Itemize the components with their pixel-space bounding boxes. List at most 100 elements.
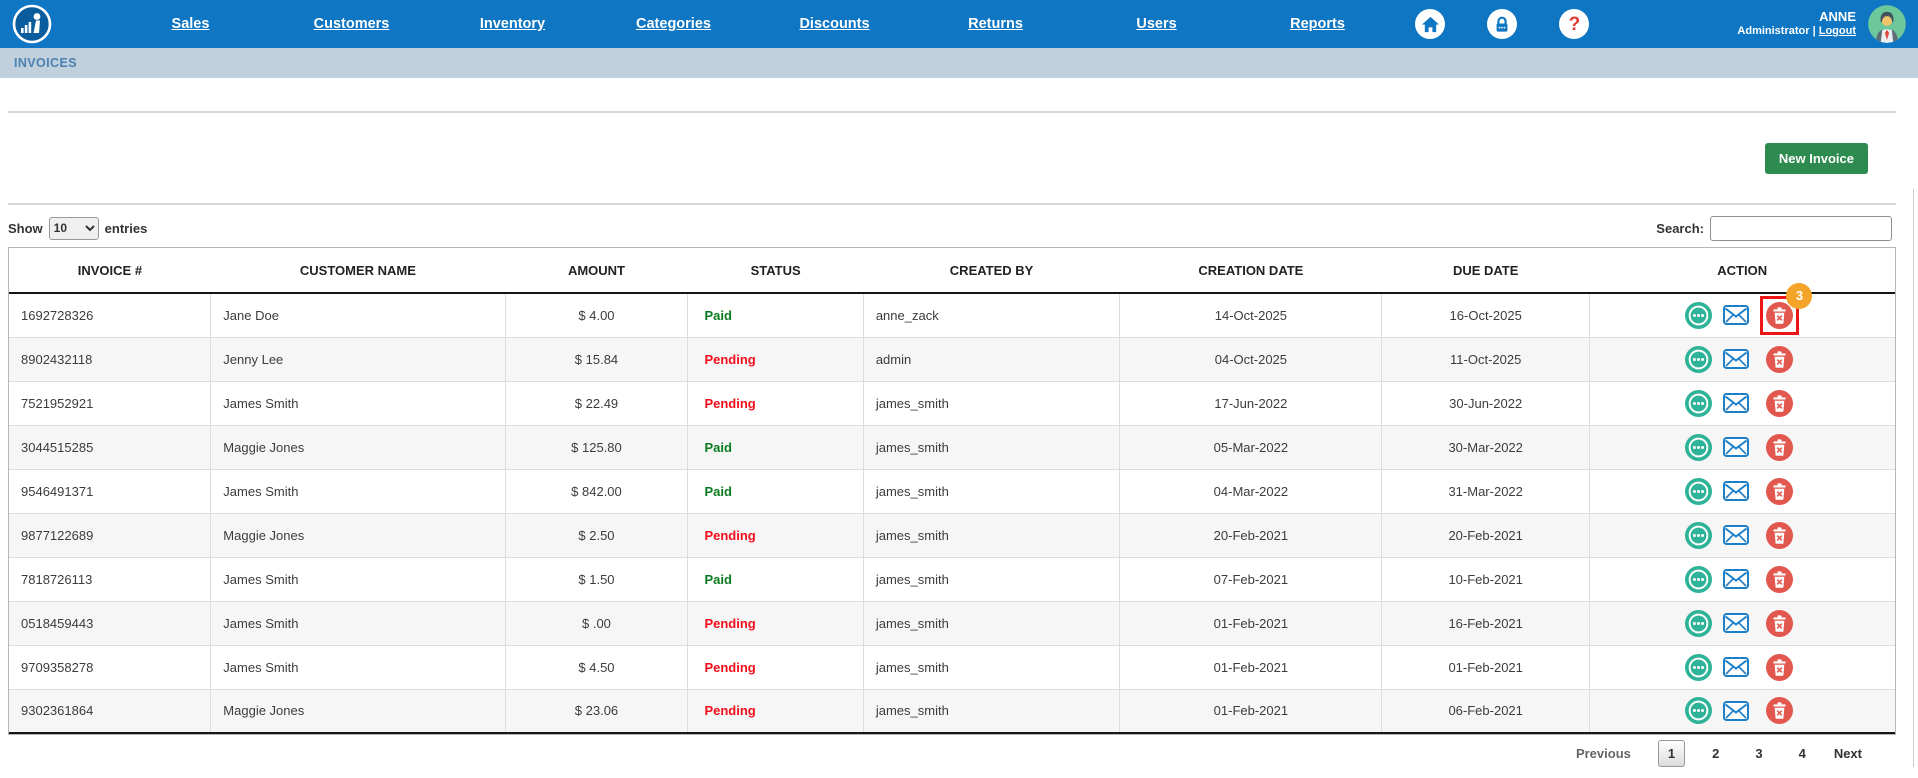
search-input[interactable]	[1710, 216, 1892, 241]
email-invoice-button[interactable]	[1723, 525, 1749, 545]
email-invoice-button[interactable]	[1723, 613, 1749, 633]
email-invoice-button[interactable]	[1723, 481, 1749, 501]
nav-item-customers[interactable]: Customers	[271, 16, 432, 32]
table-row: 9546491371 James Smith $ 842.00 Paid jam…	[9, 469, 1895, 513]
row-actions: 3	[1590, 296, 1895, 335]
creation-date: 07-Feb-2021	[1120, 557, 1382, 601]
page-button-4[interactable]: 4	[1790, 741, 1815, 766]
delete-invoice-button[interactable]	[1766, 346, 1793, 373]
column-header-creation-date[interactable]: CREATION DATE	[1120, 248, 1382, 293]
creation-date: 01-Feb-2021	[1120, 689, 1382, 733]
view-invoice-button[interactable]	[1685, 697, 1712, 724]
email-invoice-button[interactable]	[1723, 305, 1749, 325]
status-badge: Pending	[688, 381, 863, 425]
table-controls: Show 10 entries Search:	[8, 213, 1896, 243]
delete-invoice-button[interactable]	[1766, 478, 1793, 505]
delete-annotation-box	[1760, 428, 1799, 467]
user-role-logout: Administrator | Logout	[1737, 25, 1856, 39]
delete-invoice-button[interactable]	[1766, 610, 1793, 637]
customer-name: Maggie Jones	[211, 425, 505, 469]
status-badge: Paid	[688, 425, 863, 469]
creation-date: 04-Mar-2022	[1120, 469, 1382, 513]
page-size-select[interactable]: 10	[49, 217, 99, 240]
invoice-number: 9302361864	[9, 689, 211, 733]
pagination: Previous 1 2 3 4 Next	[8, 740, 1896, 767]
column-header-invoice[interactable]: INVOICE #	[9, 248, 211, 293]
column-header-amount[interactable]: AMOUNT	[505, 248, 688, 293]
email-invoice-button[interactable]	[1723, 657, 1749, 677]
column-header-due-date[interactable]: DUE DATE	[1382, 248, 1589, 293]
row-actions	[1590, 560, 1895, 599]
column-header-customer[interactable]: CUSTOMER NAME	[211, 248, 505, 293]
table-header-row: INVOICE # CUSTOMER NAME AMOUNT STATUS CR…	[9, 248, 1895, 293]
invoice-number: 1692728326	[9, 293, 211, 337]
email-invoice-button[interactable]	[1723, 349, 1749, 369]
view-invoice-button[interactable]	[1685, 478, 1712, 505]
previous-page-button[interactable]: Previous	[1576, 746, 1631, 761]
row-actions	[1590, 516, 1895, 555]
next-page-button[interactable]: Next	[1834, 746, 1862, 761]
email-invoice-button[interactable]	[1723, 701, 1749, 721]
breadcrumb: INVOICES	[0, 48, 1918, 78]
main-content: New Invoice Show 10 entries Search: INVO…	[0, 111, 1918, 767]
nav-item-reports[interactable]: Reports	[1237, 16, 1398, 32]
nav-item-users[interactable]: Users	[1076, 16, 1237, 32]
created-by: james_smith	[863, 425, 1119, 469]
nav-item-returns[interactable]: Returns	[915, 16, 1076, 32]
nav-item-sales[interactable]: Sales	[110, 16, 271, 32]
delete-annotation-box	[1760, 691, 1799, 730]
delete-invoice-button[interactable]	[1766, 302, 1793, 329]
due-date: 11-Oct-2025	[1382, 337, 1589, 381]
page-button-2[interactable]: 2	[1703, 741, 1728, 766]
view-invoice-button[interactable]	[1685, 434, 1712, 461]
delete-invoice-button[interactable]	[1766, 654, 1793, 681]
column-header-status[interactable]: STATUS	[688, 248, 863, 293]
created-by: james_smith	[863, 381, 1119, 425]
view-invoice-button[interactable]	[1685, 566, 1712, 593]
annotation-badge: 3	[1786, 283, 1812, 309]
user-avatar[interactable]	[1868, 5, 1906, 43]
help-icon[interactable]: ?	[1559, 9, 1589, 39]
nav-item-categories[interactable]: Categories	[593, 16, 754, 32]
amount: $ 4.00	[505, 293, 688, 337]
delete-invoice-button[interactable]	[1766, 566, 1793, 593]
lock-icon[interactable]	[1487, 9, 1517, 39]
home-icon[interactable]	[1415, 9, 1445, 39]
page-button-3[interactable]: 3	[1746, 741, 1771, 766]
view-invoice-button[interactable]	[1685, 522, 1712, 549]
logout-link[interactable]: Logout	[1819, 25, 1856, 37]
email-invoice-button[interactable]	[1723, 569, 1749, 589]
email-invoice-button[interactable]	[1723, 393, 1749, 413]
app-logo-icon[interactable]	[12, 4, 52, 44]
page-button-1[interactable]: 1	[1658, 740, 1685, 767]
customer-name: James Smith	[211, 645, 505, 689]
delete-invoice-button[interactable]	[1766, 697, 1793, 724]
delete-invoice-button[interactable]	[1766, 522, 1793, 549]
view-invoice-button[interactable]	[1685, 302, 1712, 329]
column-header-created-by[interactable]: CREATED BY	[863, 248, 1119, 293]
status-badge: Paid	[688, 469, 863, 513]
email-invoice-button[interactable]	[1723, 437, 1749, 457]
view-invoice-button[interactable]	[1685, 390, 1712, 417]
view-invoice-button[interactable]	[1685, 346, 1712, 373]
delete-invoice-button[interactable]	[1766, 390, 1793, 417]
due-date: 16-Oct-2025	[1382, 293, 1589, 337]
view-invoice-button[interactable]	[1685, 610, 1712, 637]
row-actions	[1590, 340, 1895, 379]
customer-name: James Smith	[211, 469, 505, 513]
delete-annotation-box	[1760, 340, 1799, 379]
invoice-number: 9877122689	[9, 513, 211, 557]
table-row: 9709358278 James Smith $ 4.50 Pending ja…	[9, 645, 1895, 689]
amount: $ .00	[505, 601, 688, 645]
delete-invoice-button[interactable]	[1766, 434, 1793, 461]
new-invoice-button[interactable]: New Invoice	[1765, 143, 1868, 174]
row-actions	[1590, 472, 1895, 511]
invoice-number: 3044515285	[9, 425, 211, 469]
view-invoice-button[interactable]	[1685, 654, 1712, 681]
creation-date: 01-Feb-2021	[1120, 601, 1382, 645]
due-date: 01-Feb-2021	[1382, 645, 1589, 689]
nav-item-inventory[interactable]: Inventory	[432, 16, 593, 32]
customer-name: Jane Doe	[211, 293, 505, 337]
nav-item-discounts[interactable]: Discounts	[754, 16, 915, 32]
created-by: james_smith	[863, 645, 1119, 689]
